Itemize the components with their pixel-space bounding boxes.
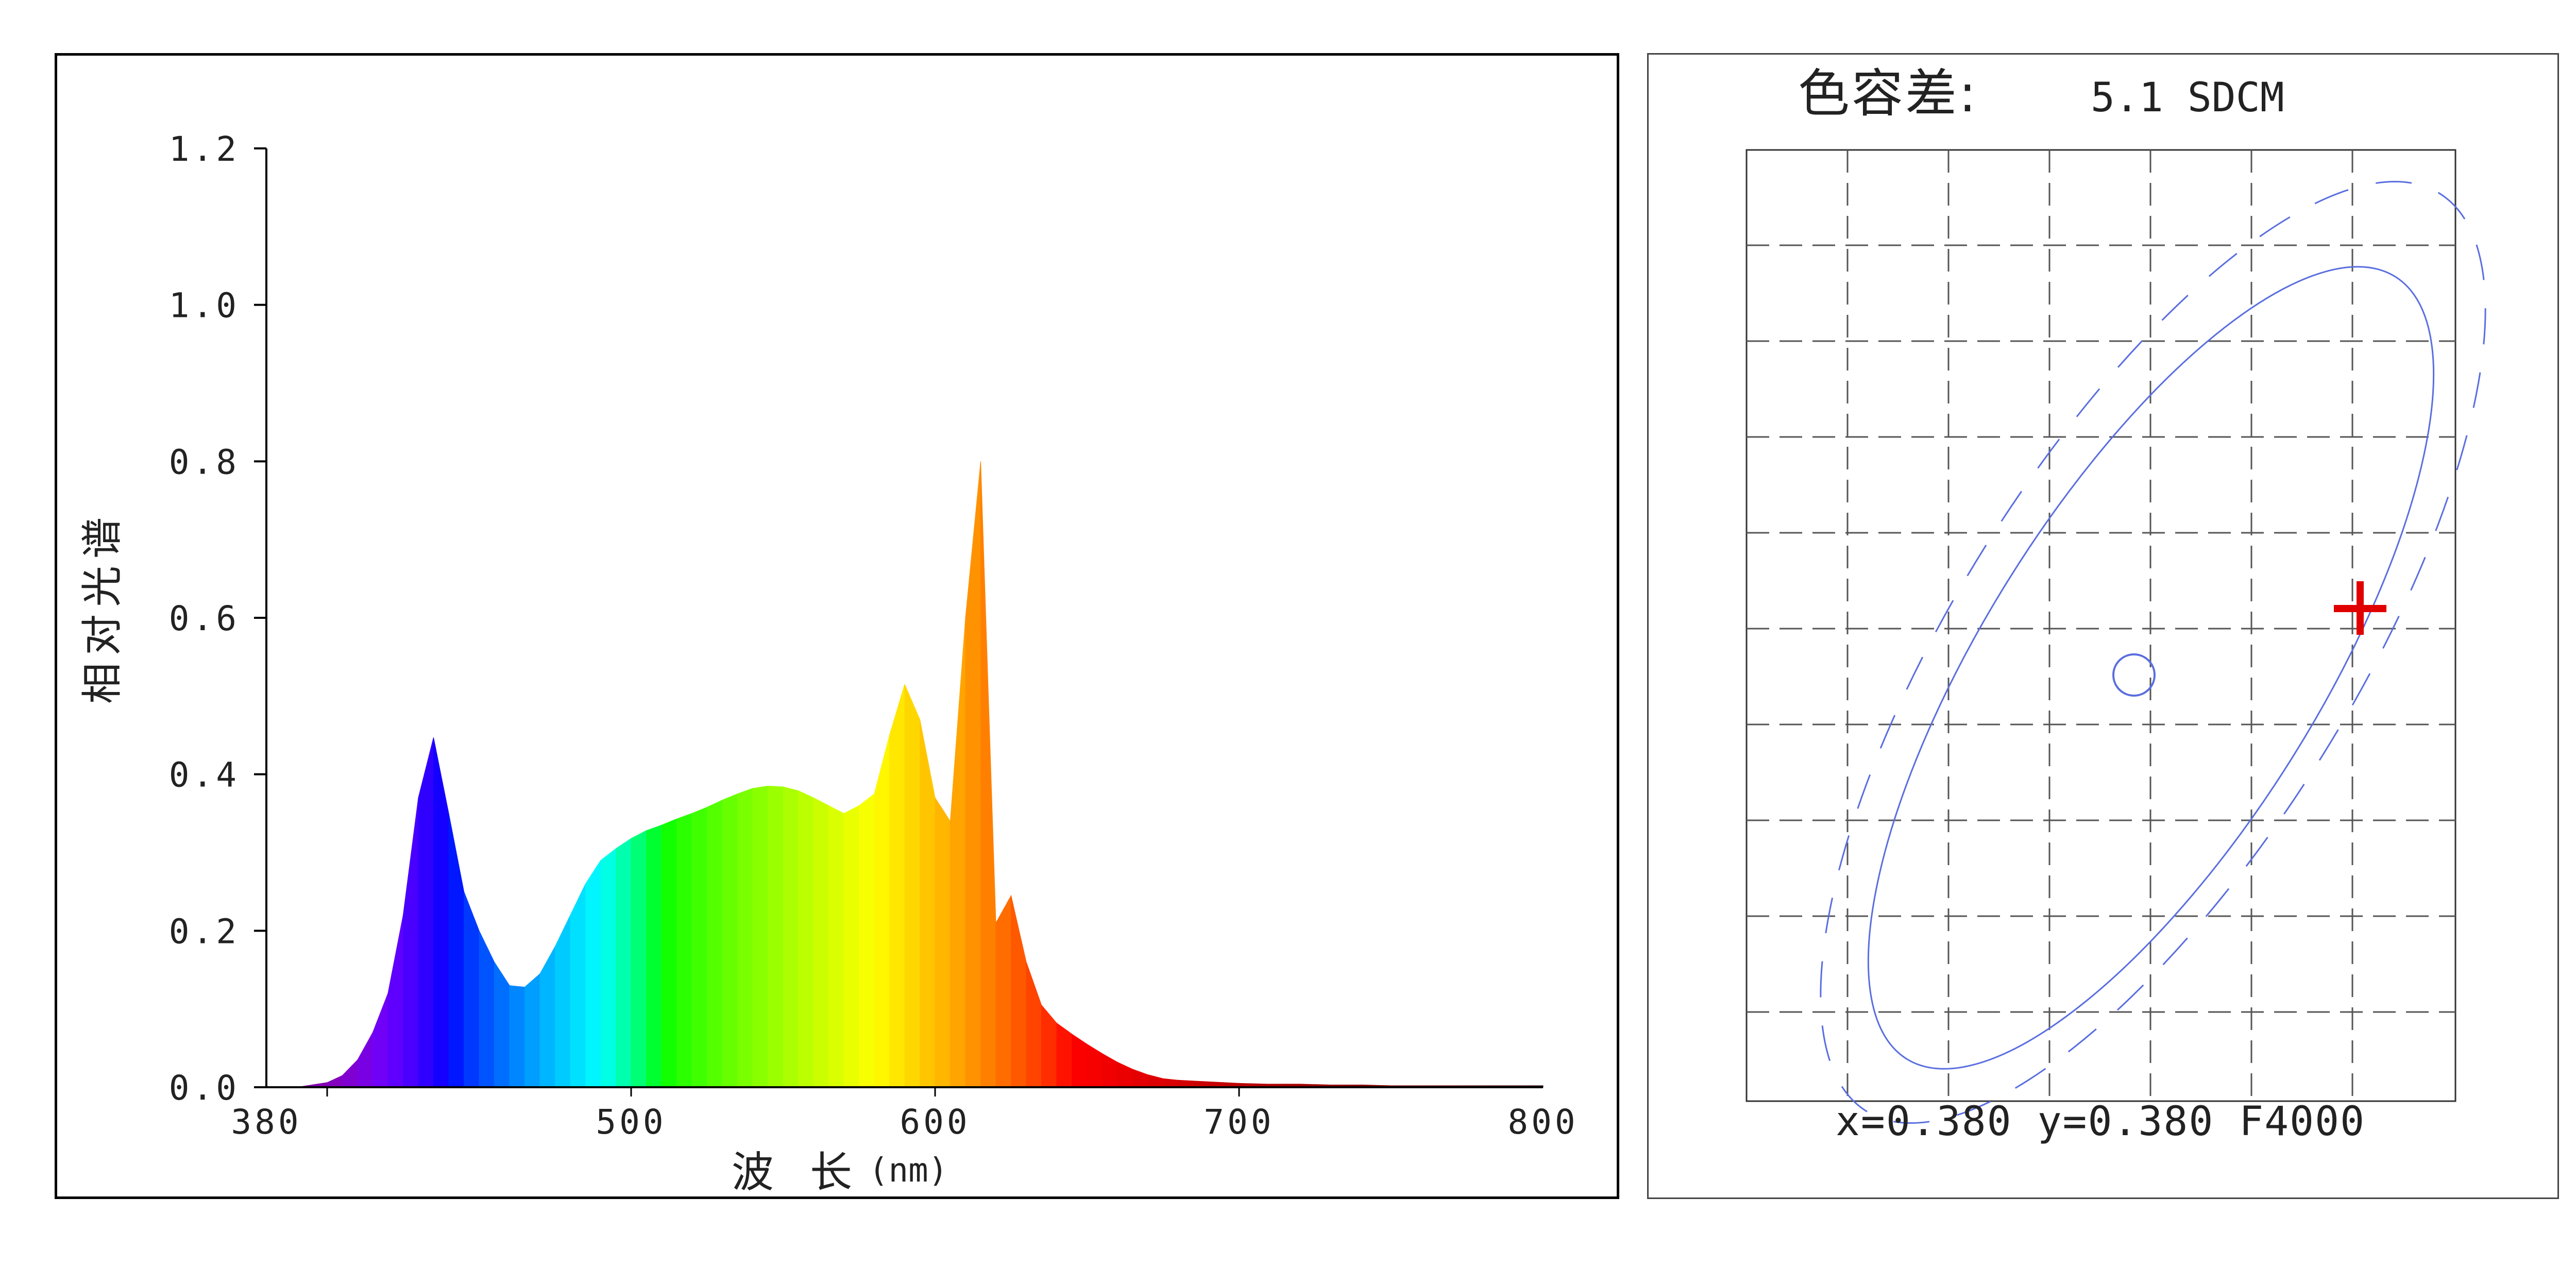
spectrum-band: [768, 785, 784, 1088]
spectrum-band: [676, 813, 692, 1088]
spectrum-band: [464, 891, 480, 1088]
spectrum-band: [479, 931, 495, 1088]
spectrum-chart: 0.0 0.2 0.4 0.6 0.8 1.0 1.2 380 500 600 700 800 相对…: [78, 129, 1578, 1197]
spectrum-band: [691, 806, 707, 1088]
spectrum-band: [1087, 1043, 1103, 1088]
spectrum-band: [874, 735, 890, 1088]
spectrum-band: [661, 818, 677, 1088]
spectrum-band: [707, 799, 723, 1088]
spectrum-band: [570, 884, 586, 1088]
spectrum-band: [631, 830, 647, 1088]
spectrum-band: [403, 798, 419, 1088]
spectrum-band: [494, 961, 510, 1088]
sdcm-grid: [1747, 150, 2455, 1101]
spectrum-band: [646, 824, 662, 1088]
spectrum-band: [1041, 1004, 1057, 1088]
target-point-circle: [2112, 653, 2156, 697]
spectrum-band: [387, 915, 403, 1088]
spectrum-band: [920, 719, 936, 1088]
spectrum-band: [1072, 1033, 1088, 1088]
spectrum-band: [1147, 1074, 1163, 1088]
spectrum-panel: 0.0 0.2 0.4 0.6 0.8 1.0 1.2 380 500 600 700 800 相对…: [55, 53, 1619, 1199]
spectrum-band: [1178, 1080, 1194, 1088]
spectrum-band: [585, 859, 601, 1088]
spectrum-band: [843, 805, 859, 1088]
spectrum-band: [813, 797, 829, 1088]
spectrum-area: [266, 461, 1544, 1088]
spectrum-band: [722, 793, 738, 1088]
spectrum-band: [1132, 1069, 1148, 1088]
sdcm-ellipse-solid: [1867, 266, 2435, 1070]
y-ticks: 0.0 0.2 0.4 0.6 0.8 1.0 1.2: [169, 129, 266, 1108]
spectrum-band: [372, 993, 388, 1088]
x-tick-label: 380: [231, 1102, 301, 1142]
sdcm-title-label: 色容差:: [1798, 63, 1978, 124]
x-ticks: 380 500 600 700 800: [231, 1087, 1578, 1142]
spectrum-band: [433, 737, 449, 1088]
y-tick-label: 0.4: [169, 755, 240, 795]
spectrum-band: [1117, 1061, 1133, 1088]
sdcm-plot-frame: [1745, 149, 2456, 1102]
sdcm-title-value: 5.1 SDCM: [2091, 75, 2284, 121]
spectrum-band: [1026, 962, 1042, 1088]
spectrum-band: [980, 461, 996, 1088]
y-axis-label: 相对光谱: [78, 510, 126, 704]
spectrum-band: [327, 1075, 343, 1088]
spectrum-band: [1102, 1053, 1118, 1088]
y-tick-label: 0.6: [169, 599, 240, 638]
spectrum-band: [950, 617, 966, 1088]
y-tick-label: 1.0: [169, 286, 240, 326]
spectrum-band: [935, 797, 951, 1088]
spectrum-band: [1011, 895, 1027, 1088]
spectrum-band: [600, 848, 616, 1088]
sdcm-chart: 色容差: 5.1 SDCM x=0.380 y=0.380 F4000: [1745, 63, 2486, 1145]
spectrum-band: [995, 895, 1011, 1088]
spectrum-band: [783, 786, 799, 1088]
x-tick-label: 800: [1507, 1102, 1578, 1142]
spectrum-band: [1056, 1022, 1072, 1088]
y-tick-label: 0.0: [169, 1068, 240, 1108]
spectrum-band: [448, 813, 464, 1088]
sdcm-ellipse-dashed: [1820, 180, 2486, 1124]
y-tick-label: 0.2: [169, 912, 240, 951]
spectrum-band: [357, 1031, 373, 1088]
spectrum-band: [539, 945, 555, 1088]
spectrum-band: [737, 788, 753, 1088]
spectrum-band: [965, 461, 981, 1088]
x-axis-label: 波 长: [732, 1148, 863, 1196]
measured-point-cross: [2334, 581, 2386, 635]
spectrum-band: [752, 785, 768, 1088]
spectrum-band: [524, 973, 540, 1088]
spectrum-band: [418, 737, 434, 1088]
x-tick-label: 700: [1204, 1102, 1274, 1142]
y-tick-label: 1.2: [169, 129, 240, 169]
spectrum-band: [342, 1059, 358, 1088]
sdcm-panel: 色容差: 5.1 SDCM x=0.380 y=0.380 F4000: [1647, 53, 2559, 1199]
spectrum-band: [859, 793, 875, 1088]
x-tick-label: 600: [900, 1102, 970, 1142]
x-axis-unit: (nm): [869, 1152, 948, 1190]
spectrum-band: [828, 805, 844, 1088]
spectrum-band: [889, 684, 905, 1088]
spectrum-band: [509, 985, 525, 1088]
spectrum-band: [555, 915, 571, 1088]
spectrum-band: [798, 790, 814, 1088]
spectrum-band: [904, 684, 920, 1088]
y-tick-label: 0.8: [169, 442, 240, 482]
x-tick-label: 500: [596, 1102, 666, 1142]
sdcm-caption: x=0.380 y=0.380 F4000: [1836, 1099, 2365, 1145]
spectrum-band: [616, 838, 632, 1088]
spectrum-band: [1163, 1078, 1179, 1088]
